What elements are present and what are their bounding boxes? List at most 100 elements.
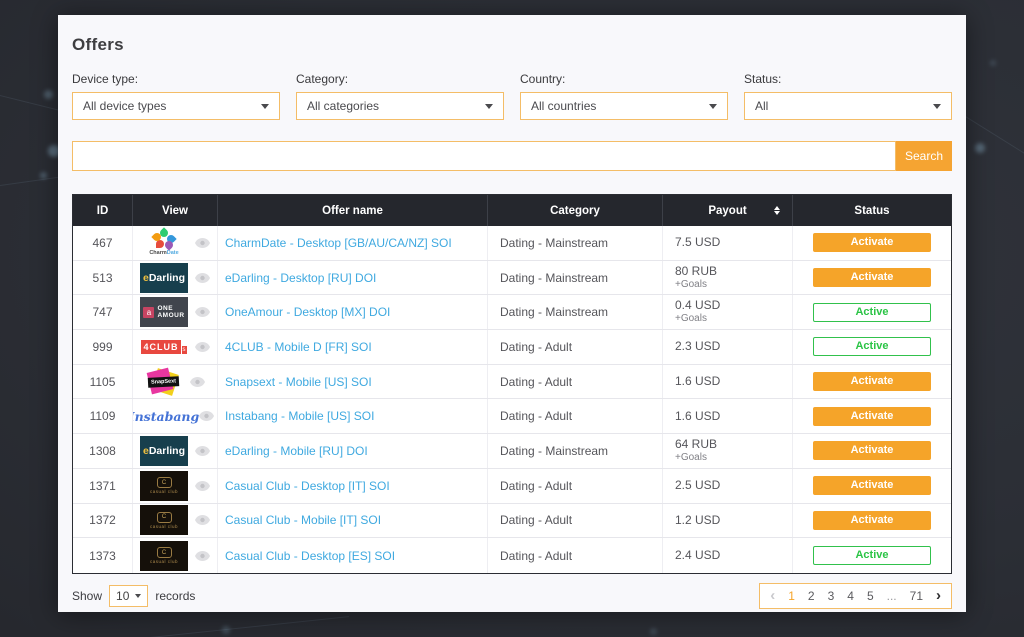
country-value: All countries	[531, 99, 597, 113]
pagination-page-4[interactable]: 4	[847, 588, 854, 603]
eye-icon[interactable]	[195, 307, 210, 318]
offer-id: 1372	[73, 503, 133, 538]
chevron-down-icon	[709, 103, 717, 109]
eye-icon[interactable]	[195, 480, 210, 491]
offer-link[interactable]: OneAmour - Desktop [MX] DOI	[225, 305, 391, 320]
offer-link[interactable]: eDarling - Desktop [RU] DOI	[225, 270, 377, 285]
eye-icon[interactable]	[195, 445, 210, 456]
offer-payout: 0.4 USD +Goals	[663, 295, 793, 330]
eye-icon[interactable]	[195, 237, 210, 248]
offer-link[interactable]: 4CLUB - Mobile D [FR] SOI	[225, 339, 372, 354]
offer-link[interactable]: Casual Club - Desktop [ES] SOI	[225, 548, 396, 563]
filter-status-label: Status:	[744, 72, 782, 86]
filters-bar: Device type: All device types Category: …	[72, 72, 952, 120]
offer-id: 1373	[73, 538, 133, 573]
filter-category-label: Category:	[296, 72, 349, 86]
offer-category: Dating - Adult	[488, 330, 663, 364]
device-type-select[interactable]: All device types	[72, 92, 280, 120]
filter-country: Country: All countries	[520, 72, 728, 120]
instabang-logo: Instabang	[133, 408, 200, 424]
chevron-down-icon	[485, 103, 493, 109]
search-button[interactable]: Search	[896, 141, 952, 171]
offer-view-cell: CharmDate	[133, 226, 218, 260]
activate-button[interactable]: Activate	[813, 476, 931, 496]
4club-logo: 4CLUB s	[140, 331, 188, 362]
active-status-button[interactable]: Active	[813, 337, 931, 357]
active-status-button[interactable]: Active	[813, 546, 931, 566]
column-header-offer-name: Offer name	[218, 195, 488, 226]
table-header: ID View Offer name Category Payout Statu…	[73, 195, 951, 226]
sort-icon[interactable]	[774, 206, 780, 215]
offer-id: 999	[73, 330, 133, 364]
table-row: 513 e Darling eDarling - Desktop [RU] DOI…	[73, 260, 951, 296]
offer-link[interactable]: eDarling - Mobile [RU] DOI	[225, 443, 368, 458]
pagination-page-2[interactable]: 2	[807, 588, 815, 603]
offer-category: Dating - Mainstream	[488, 260, 663, 295]
pagination-page-5[interactable]: 5	[866, 588, 874, 603]
offer-link[interactable]: Snapsext - Mobile [US] SOI	[225, 374, 372, 389]
offer-id: 747	[73, 295, 133, 330]
pagination-prev[interactable]: ‹	[770, 587, 776, 605]
offer-view-cell: 4CLUB s	[133, 330, 218, 364]
table-row: 999 4CLUB s 4CLUB - Mobile D [FR] SOI Dat…	[73, 330, 951, 365]
pagination-page-1[interactable]: 1	[788, 588, 795, 603]
offer-view-cell: e Darling	[133, 260, 218, 295]
activate-button[interactable]: Activate	[813, 510, 931, 530]
eye-icon[interactable]	[199, 411, 214, 422]
offer-id: 1109	[73, 399, 133, 434]
table-row: 1109 Instabang Instabang - Mobile [US] S…	[73, 399, 951, 435]
eye-icon[interactable]	[195, 341, 210, 352]
offer-category: Dating - Adult	[488, 468, 663, 503]
offer-id: 1371	[73, 468, 133, 503]
offer-payout: 1.6 USD	[663, 364, 793, 399]
column-header-payout[interactable]: Payout	[663, 195, 793, 226]
pagination-page-3[interactable]: 3	[827, 588, 835, 603]
table-row: 1105 SnapSext Snapsext - Mobile [US] SOI…	[73, 364, 951, 400]
eye-icon[interactable]	[195, 515, 210, 526]
offer-view-cell: Instabang	[133, 399, 218, 434]
edarling-logo: e Darling	[140, 262, 188, 293]
search-input[interactable]	[72, 141, 896, 171]
offer-category: Dating - Adult	[488, 364, 663, 399]
country-select[interactable]: All countries	[520, 92, 728, 120]
offer-category: Dating - Adult	[488, 503, 663, 538]
category-select[interactable]: All categories	[296, 92, 504, 120]
active-status-button[interactable]: Active	[813, 302, 931, 322]
activate-button[interactable]: Activate	[813, 406, 931, 426]
activate-button[interactable]: Activate	[813, 372, 931, 392]
show-records-control: Show 10 records	[72, 584, 195, 607]
eye-icon[interactable]	[195, 272, 210, 283]
activate-button[interactable]: Activate	[813, 268, 931, 288]
pagination-page-71[interactable]: 71	[909, 588, 923, 603]
search-bar: Search	[72, 141, 952, 171]
offer-category: Dating - Mainstream	[488, 434, 663, 468]
offer-payout: 64 RUB +Goals	[663, 434, 793, 468]
offer-category: Dating - Mainstream	[488, 295, 663, 330]
eye-icon[interactable]	[190, 376, 205, 387]
column-header-status: Status	[854, 204, 890, 217]
offer-link[interactable]: Casual Club - Desktop [IT] SOI	[225, 478, 390, 493]
eye-icon[interactable]	[195, 550, 210, 561]
page-size-select[interactable]: 10	[109, 584, 149, 607]
activate-button[interactable]: Activate	[813, 233, 931, 253]
offer-link[interactable]: Instabang - Mobile [US] SOI	[225, 409, 375, 424]
filter-country-label: Country:	[520, 72, 566, 86]
status-select[interactable]: All	[744, 92, 952, 120]
activate-button[interactable]: Activate	[813, 441, 931, 461]
offer-payout: 2.5 USD	[663, 468, 793, 503]
pagination-next[interactable]: ›	[936, 587, 941, 605]
chevron-down-icon	[933, 103, 941, 109]
offer-category: Dating - Adult	[488, 399, 663, 434]
filter-category: Category: All categories	[296, 72, 504, 120]
offer-category: Dating - Adult	[488, 538, 663, 573]
offer-payout: 2.3 USD	[663, 330, 793, 364]
offer-link[interactable]: Casual Club - Mobile [IT] SOI	[225, 513, 382, 528]
offer-link[interactable]: CharmDate - Desktop [GB/AU/CA/NZ] SOI	[225, 235, 452, 250]
filter-device-type-label: Device type:	[72, 72, 139, 86]
